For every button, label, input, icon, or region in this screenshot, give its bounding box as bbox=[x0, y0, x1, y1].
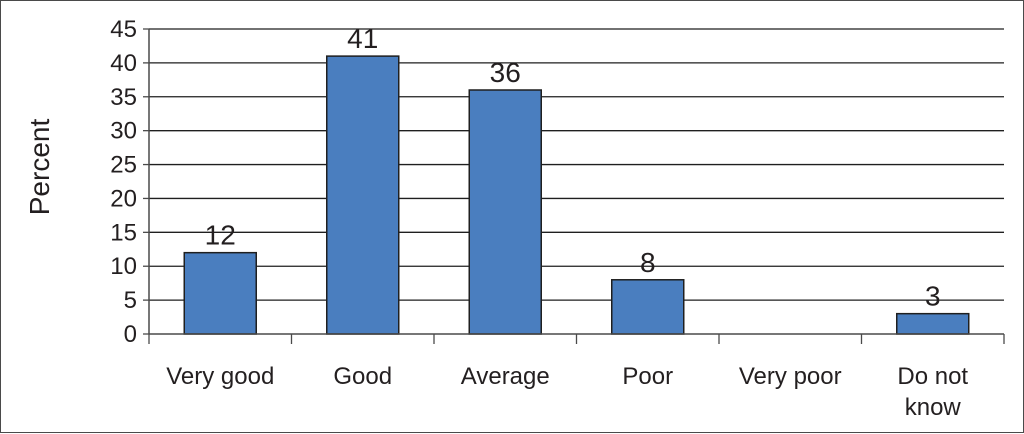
x-category-labels: Very good Good Average Poor Very poor Do not k… bbox=[166, 363, 968, 421]
y-tick-label: 20 bbox=[110, 185, 137, 212]
bars bbox=[183, 55, 970, 335]
y-tick-label: 30 bbox=[110, 118, 137, 145]
y-tick-label: 35 bbox=[110, 84, 137, 111]
bar bbox=[896, 312, 970, 335]
y-tick-label: 5 bbox=[124, 287, 137, 314]
data-label: 36 bbox=[490, 57, 521, 88]
data-label: 41 bbox=[347, 23, 378, 54]
x-category-label: Do not bbox=[897, 363, 968, 390]
data-label: 12 bbox=[205, 220, 236, 251]
axes bbox=[143, 28, 1005, 344]
x-category-label: Very poor bbox=[739, 363, 842, 390]
data-labels: 12 41 36 8 3 bbox=[205, 23, 941, 312]
x-category-label: Average bbox=[461, 363, 550, 390]
y-tick-label: 25 bbox=[110, 152, 137, 179]
grid-lines bbox=[149, 28, 1004, 301]
bar bbox=[611, 279, 685, 335]
y-tick-labels: 0 5 10 15 20 25 30 35 40 45 bbox=[110, 16, 137, 348]
data-label: 3 bbox=[925, 281, 941, 312]
bar bbox=[326, 55, 400, 335]
y-tick-label: 0 bbox=[124, 321, 137, 348]
y-axis-title: Percent bbox=[24, 119, 55, 216]
x-category-label: Poor bbox=[622, 363, 673, 390]
y-tick-label: 15 bbox=[110, 219, 137, 246]
y-tick-label: 40 bbox=[110, 50, 137, 77]
y-tick-label: 10 bbox=[110, 253, 137, 280]
x-category-label: Very good bbox=[166, 363, 274, 390]
bar bbox=[183, 251, 257, 335]
x-category-label: know bbox=[905, 394, 962, 421]
x-category-label: Good bbox=[333, 363, 392, 390]
bar bbox=[468, 89, 542, 335]
y-tick-label: 45 bbox=[110, 16, 137, 43]
data-label: 8 bbox=[640, 247, 656, 278]
